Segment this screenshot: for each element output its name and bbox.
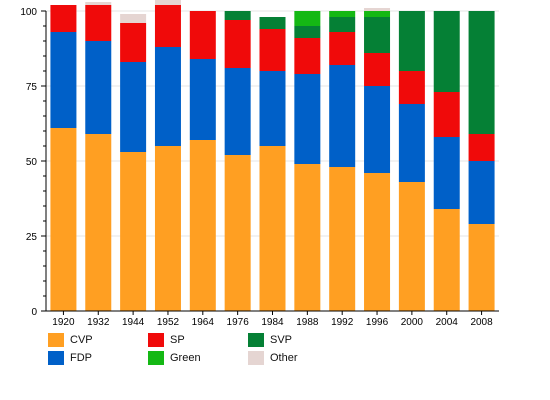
- bar-segment-fdp-1944: [120, 62, 147, 152]
- y-tick-label: 75: [26, 82, 38, 93]
- y-tick-label: 50: [26, 157, 38, 168]
- legend-item-sp: SP: [148, 331, 185, 349]
- x-tick-label: 1964: [192, 317, 215, 328]
- bar-segment-svp-1988: [294, 26, 321, 38]
- bar-segment-other-1944: [120, 14, 147, 23]
- y-tick-label: 0: [31, 307, 37, 318]
- bar-segment-fdp-1988: [294, 74, 321, 164]
- legend-item-svp: SVP: [248, 331, 292, 349]
- x-tick-label: 2008: [470, 317, 493, 328]
- legend-label-cvp: CVP: [70, 334, 93, 346]
- legend-label-green: Green: [170, 352, 201, 364]
- bar-segment-cvp-1984: [259, 146, 286, 311]
- legend-swatch-other: [248, 351, 264, 365]
- x-tick-label: 1992: [331, 317, 354, 328]
- bar-segment-green-1996: [364, 11, 391, 17]
- legend-item-green: Green: [148, 349, 201, 367]
- bar-segment-sp-1976: [224, 20, 251, 68]
- bar-segment-svp-2008: [468, 11, 495, 134]
- bar-segment-sp-1964: [189, 11, 216, 59]
- bar-segment-sp-1932: [85, 5, 112, 41]
- bar-segment-sp-1944: [120, 23, 147, 62]
- legend-swatch-cvp: [48, 333, 64, 347]
- bar-segment-svp-1996: [364, 17, 391, 53]
- bar-segment-green-1992: [329, 11, 356, 17]
- bar-segment-cvp-1920: [50, 128, 77, 311]
- bar-segment-cvp-2008: [468, 224, 495, 311]
- bar-segment-svp-1976: [224, 11, 251, 20]
- bar-segment-sp-1988: [294, 38, 321, 74]
- x-tick-label: 1920: [52, 317, 75, 328]
- legend-item-fdp: FDP: [48, 349, 92, 367]
- bar-segment-cvp-1964: [189, 140, 216, 311]
- legend-label-other: Other: [270, 352, 298, 364]
- bar-segment-green-1988: [294, 11, 321, 26]
- legend: CVP FDP SP Green SVP Other: [48, 331, 348, 367]
- bar-segment-cvp-1996: [364, 173, 391, 311]
- legend-swatch-green: [148, 351, 164, 365]
- bar-segment-fdp-1964: [189, 59, 216, 140]
- legend-swatch-sp: [148, 333, 164, 347]
- bar-segment-cvp-2004: [433, 209, 460, 311]
- bar-segment-fdp-2000: [398, 104, 425, 182]
- legend-item-cvp: CVP: [48, 331, 93, 349]
- bar-segment-fdp-1992: [329, 65, 356, 167]
- bar-segment-other-1932: [85, 2, 112, 5]
- bars: [50, 0, 495, 311]
- bar-segment-sp-1920: [50, 5, 77, 32]
- bar-segment-fdp-2008: [468, 161, 495, 224]
- bar-segment-fdp-1920: [50, 32, 77, 128]
- bar-segment-sp-2004: [433, 92, 460, 137]
- bar-segment-svp-2000: [398, 11, 425, 71]
- bar-segment-cvp-1952: [154, 146, 181, 311]
- legend-label-sp: SP: [170, 334, 185, 346]
- y-tick-label: 25: [26, 232, 38, 243]
- legend-label-fdp: FDP: [70, 352, 92, 364]
- bar-segment-cvp-1988: [294, 164, 321, 311]
- bar-segment-cvp-1932: [85, 134, 112, 311]
- bar-segment-svp-1984: [259, 17, 286, 29]
- x-tick-label: 2004: [436, 317, 459, 328]
- bar-segment-other-1996: [364, 8, 391, 11]
- bar-segment-fdp-1932: [85, 41, 112, 134]
- bar-segment-svp-2004: [433, 11, 460, 92]
- bar-segment-sp-1996: [364, 53, 391, 86]
- bar-segment-cvp-1976: [224, 155, 251, 311]
- x-tick-label: 2000: [401, 317, 424, 328]
- legend-item-other: Other: [248, 349, 298, 367]
- bar-segment-sp-2000: [398, 71, 425, 104]
- bar-segment-cvp-1944: [120, 152, 147, 311]
- x-tick-label: 1996: [366, 317, 389, 328]
- bar-segment-sp-2008: [468, 134, 495, 161]
- bar-segment-cvp-1992: [329, 167, 356, 311]
- bar-segment-fdp-2004: [433, 137, 460, 209]
- bar-segment-cvp-2000: [398, 182, 425, 311]
- legend-swatch-svp: [248, 333, 264, 347]
- legend-swatch-fdp: [48, 351, 64, 365]
- bar-segment-sp-1992: [329, 32, 356, 65]
- bar-segment-fdp-1984: [259, 71, 286, 146]
- bar-segment-sp-1952: [154, 5, 181, 47]
- x-tick-label: 1944: [122, 317, 145, 328]
- bar-segment-other-1952: [154, 0, 181, 5]
- x-tick-label: 1976: [227, 317, 250, 328]
- bar-segment-svp-1992: [329, 17, 356, 32]
- y-tick-label: 100: [20, 7, 37, 18]
- bar-segment-sp-1984: [259, 29, 286, 71]
- x-tick-label: 1932: [87, 317, 110, 328]
- legend-label-svp: SVP: [270, 334, 293, 346]
- x-tick-label: 1984: [261, 317, 284, 328]
- bar-segment-fdp-1996: [364, 86, 391, 173]
- axes: 0 25 50 75 100 1920 1932 1944 1952 1964 1976 1984 19…: [20, 7, 499, 328]
- bar-segment-fdp-1952: [154, 47, 181, 146]
- x-tick-label: 1988: [296, 317, 319, 328]
- x-tick-label: 1952: [157, 317, 180, 328]
- bar-segment-fdp-1976: [224, 68, 251, 155]
